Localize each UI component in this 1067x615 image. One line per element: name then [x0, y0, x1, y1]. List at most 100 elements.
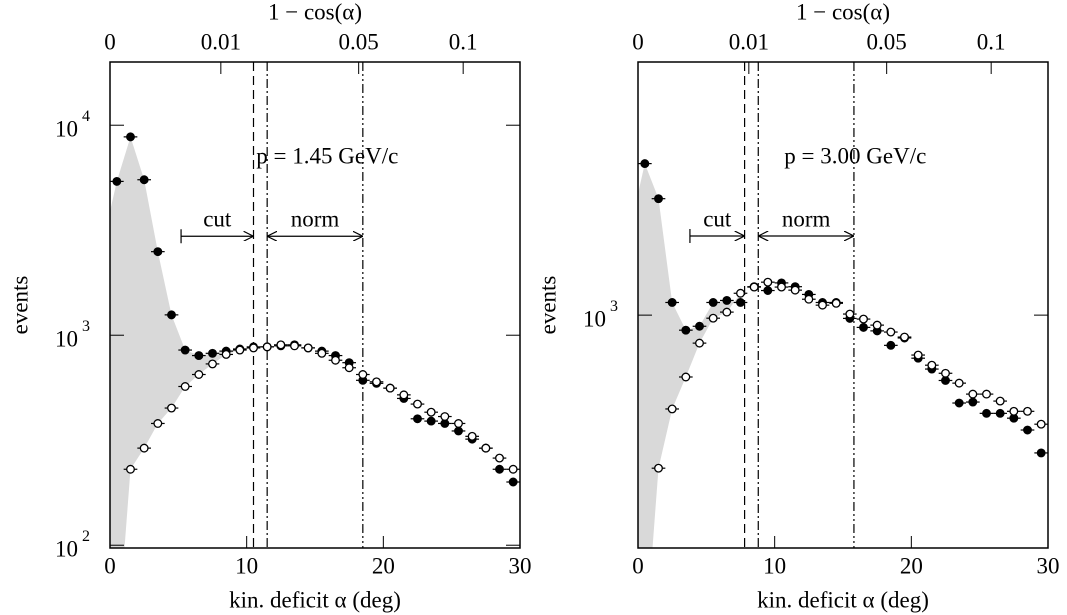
data-point	[399, 390, 409, 400]
y-tick-label: 10	[55, 116, 78, 141]
x2-axis-title: 1 − cos(α)	[796, 0, 890, 24]
data-point	[968, 389, 978, 399]
data-point	[982, 389, 991, 399]
data-point	[872, 320, 882, 330]
data-point	[385, 383, 395, 393]
data-point	[913, 350, 923, 360]
data-point	[900, 332, 909, 342]
data-point	[681, 372, 691, 382]
data-point	[262, 342, 272, 352]
data-point	[126, 464, 135, 474]
x-tick-label: 0	[632, 553, 644, 578]
data-point	[276, 340, 286, 350]
x2-tick-label: 0.1	[449, 29, 478, 54]
data-point	[440, 412, 450, 421]
data-point	[995, 408, 1005, 418]
data-point	[927, 360, 937, 370]
x-axis-title: kin. deficit α (deg)	[757, 587, 929, 612]
data-point	[667, 298, 677, 307]
data-point	[831, 298, 841, 308]
data-point	[249, 343, 258, 353]
data-point	[667, 404, 677, 414]
x2-axis-title: 1 − cos(α)	[268, 0, 362, 24]
data-point	[722, 295, 732, 305]
plot-frame	[109, 61, 521, 549]
data-point	[153, 419, 163, 428]
x-tick-label: 30	[509, 553, 532, 578]
data-point	[426, 407, 436, 417]
annotation-label: cut	[703, 206, 732, 231]
data-point	[413, 414, 422, 424]
data-point	[804, 294, 814, 304]
data-point	[954, 398, 964, 408]
data-point	[180, 345, 190, 355]
data-point	[790, 285, 800, 295]
x2-tick-label: 0.01	[201, 29, 241, 54]
data-point	[208, 359, 217, 369]
data-point	[859, 314, 868, 324]
data-point	[495, 453, 504, 463]
data-point	[1036, 419, 1046, 429]
data-point	[818, 300, 827, 310]
data-point	[695, 321, 704, 331]
annotation-label: cut	[203, 207, 232, 232]
x-tick-label: 30	[1037, 553, 1060, 578]
data-point	[194, 351, 204, 361]
data-point	[317, 348, 327, 358]
data-point	[695, 338, 704, 348]
data-point	[954, 378, 964, 388]
data-point	[194, 370, 204, 379]
data-point	[153, 247, 163, 257]
data-point	[763, 286, 773, 295]
data-point	[426, 416, 436, 426]
data-point	[1036, 448, 1046, 458]
data-point	[777, 282, 786, 292]
data-point	[508, 464, 518, 474]
y-tick-exponent: 3	[610, 298, 618, 315]
data-point	[859, 322, 868, 332]
data-point	[681, 325, 691, 335]
data-point	[221, 349, 231, 359]
x2-tick-label: 0.01	[729, 29, 769, 54]
data-point	[708, 298, 718, 307]
x2-tick-label: 0.05	[339, 29, 379, 54]
data-point	[982, 408, 991, 418]
data-point	[654, 463, 663, 473]
data-point	[654, 194, 663, 204]
data-point	[736, 298, 745, 307]
data-point	[708, 313, 718, 323]
y-tick-exponent: 3	[82, 318, 90, 335]
data-point	[1023, 406, 1032, 416]
data-point	[481, 443, 491, 453]
x2-tick-label: 0.1	[977, 29, 1006, 54]
data-point	[763, 277, 773, 287]
data-point	[886, 327, 896, 337]
data-point	[454, 426, 463, 436]
data-point	[467, 431, 477, 441]
y-tick-label: 10	[583, 306, 606, 331]
data-point	[1009, 406, 1019, 416]
y-tick-label: 10	[55, 537, 78, 562]
data-point	[235, 345, 245, 355]
data-point	[749, 282, 759, 292]
plot-frame	[637, 61, 1049, 549]
data-point	[112, 176, 122, 186]
data-point	[722, 307, 732, 317]
data-point	[208, 348, 217, 358]
data-point	[941, 368, 950, 378]
y-tick-label: 10	[55, 327, 78, 352]
data-point	[167, 403, 176, 413]
x-axis-title: kin. deficit α (deg)	[229, 587, 401, 612]
shaded-region	[110, 136, 254, 548]
data-point	[139, 443, 149, 453]
data-point	[1023, 425, 1032, 435]
data-point	[180, 382, 190, 391]
data-point	[413, 399, 422, 409]
data-point	[886, 340, 896, 350]
x-tick-label: 10	[235, 553, 258, 578]
x-tick-label: 10	[763, 553, 786, 578]
data-point	[454, 419, 463, 428]
